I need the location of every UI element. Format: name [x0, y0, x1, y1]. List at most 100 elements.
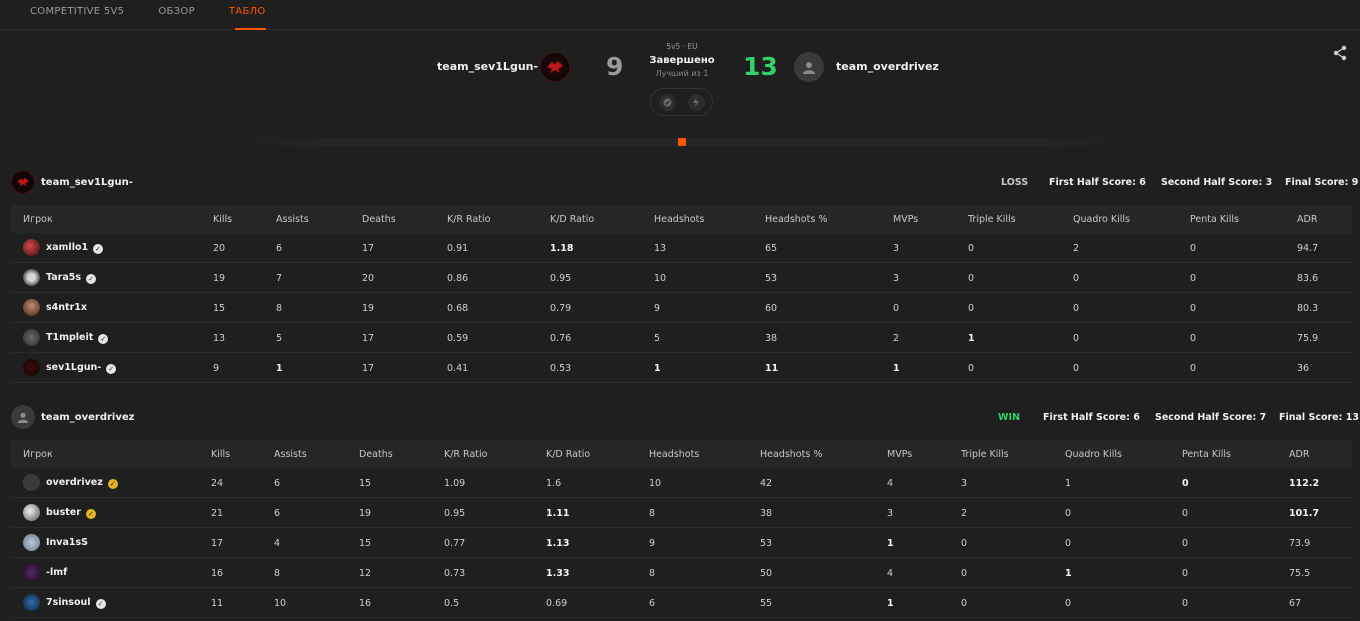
stat-cell: 4 [887, 478, 894, 489]
stat-cell: 0.5 [444, 598, 460, 609]
score-right: 13 [743, 52, 778, 81]
col-hs-pct[interactable]: Headshots % [760, 449, 823, 460]
col-quadro[interactable]: Quadro Kills [1073, 214, 1130, 225]
match-status: Завершено [649, 55, 715, 66]
stat-cell: 75.9 [1297, 333, 1319, 344]
col-mvps[interactable]: MVPs [893, 214, 919, 225]
col-penta[interactable]: Penta Kills [1182, 449, 1231, 460]
stat-cell: 0 [1182, 538, 1189, 549]
player-name[interactable]: T1mpleit ✓ [46, 332, 109, 344]
stat-cell: 2 [1073, 243, 1080, 254]
table-row: overdrivez ✓ 24 6 15 1.09 1.6 10 42 4 3 1 0 112.2 [11, 468, 1352, 498]
stat-cell: 0.41 [447, 363, 469, 374]
verified-badge-icon: ✓ [93, 244, 104, 254]
player-avatar[interactable] [23, 594, 40, 611]
stat-cell: 16 [211, 568, 224, 579]
player-avatar[interactable] [23, 239, 40, 256]
stat-cell: 101.7 [1289, 508, 1320, 519]
col-mvps[interactable]: MVPs [887, 449, 913, 460]
stat-cell: 7 [276, 273, 283, 284]
col-player[interactable]: Игрок [23, 449, 53, 460]
player-avatar[interactable] [23, 299, 40, 316]
stat-cell: 15 [359, 538, 372, 549]
col-kr[interactable]: K/R Ratio [447, 214, 491, 225]
col-adr[interactable]: ADR [1289, 449, 1310, 460]
score-left: 9 [606, 52, 624, 81]
stat-cell: 8 [649, 568, 656, 579]
table-row: -lmf 16 8 12 0.73 1.33 8 50 4 0 1 0 75.5 [11, 558, 1352, 588]
col-assists[interactable]: Assists [276, 214, 309, 225]
col-deaths[interactable]: Deaths [362, 214, 396, 225]
col-kd[interactable]: K/D Ratio [550, 214, 595, 225]
table-row: s4ntr1x 15 8 19 0.68 0.79 9 60 0 0 0 0 80.3 [11, 293, 1352, 323]
stat-cell: 1 [887, 538, 894, 549]
col-assists[interactable]: Assists [274, 449, 307, 460]
table-row: 7sinsoul ✓ 11 10 16 0.5 0.69 6 55 1 0 0 0 67 [11, 588, 1352, 618]
stat-cell: 0 [1065, 508, 1072, 519]
player-name[interactable]: Inva1sS [46, 537, 88, 548]
lightning-icon[interactable] [687, 93, 705, 111]
player-avatar[interactable] [23, 474, 40, 491]
player-name-text: s4ntr1x [46, 302, 87, 313]
stat-cell: 0.69 [546, 598, 568, 609]
col-deaths[interactable]: Deaths [359, 449, 393, 460]
tab-overview[interactable]: ОБЗОР [158, 5, 195, 17]
stat-cell: 0 [1182, 598, 1189, 609]
stat-cell: 1 [1065, 568, 1072, 579]
col-triple[interactable]: Triple Kills [961, 449, 1009, 460]
stat-cell: 0.95 [550, 273, 572, 284]
stat-cell: 1 [1065, 478, 1072, 489]
first-half-score: First Half Score: 6 [1043, 412, 1140, 423]
col-triple[interactable]: Triple Kills [968, 214, 1016, 225]
check-shield-icon[interactable] [658, 93, 676, 111]
col-player[interactable]: Игрок [23, 214, 53, 225]
col-kills[interactable]: Kills [213, 214, 233, 225]
tab-competitive[interactable]: COMPETITIVE 5V5 [30, 5, 125, 17]
stat-cell: 17 [362, 243, 375, 254]
table-row: T1mpleit ✓ 13 5 17 0.59 0.76 5 38 2 1 0 0 75.9 [11, 323, 1352, 353]
stat-cell: 3 [893, 273, 900, 284]
team-left-name[interactable]: team_sev1Lgun- [437, 60, 539, 73]
timeline-marker[interactable] [678, 138, 686, 146]
table-row: sev1Lgun- ✓ 9 1 17 0.41 0.53 1 11 1 0 0 0 36 [11, 353, 1352, 383]
col-hs[interactable]: Headshots [654, 214, 705, 225]
team-right-name[interactable]: team_overdrivez [836, 60, 939, 73]
player-name[interactable]: buster ✓ [46, 507, 96, 519]
player-name[interactable]: s4ntr1x [46, 302, 87, 313]
player-avatar[interactable] [23, 504, 40, 521]
player-name[interactable]: sev1Lgun- ✓ [46, 362, 117, 374]
col-penta[interactable]: Penta Kills [1190, 214, 1239, 225]
stat-cell: 24 [211, 478, 224, 489]
team-name[interactable]: team_sev1Lgun- [41, 177, 133, 188]
col-hs-pct[interactable]: Headshots % [765, 214, 828, 225]
stat-cell: 1 [654, 363, 661, 374]
stat-cell: 19 [213, 273, 226, 284]
col-quadro[interactable]: Quadro Kills [1065, 449, 1122, 460]
team-name[interactable]: team_overdrivez [41, 412, 135, 423]
col-kd[interactable]: K/D Ratio [546, 449, 591, 460]
player-avatar[interactable] [23, 359, 40, 376]
player-avatar[interactable] [23, 269, 40, 286]
stat-cell: 0 [968, 273, 975, 284]
col-kr[interactable]: K/R Ratio [444, 449, 488, 460]
stat-cell: 8 [649, 508, 656, 519]
player-avatar[interactable] [23, 329, 40, 346]
stat-cell: 1.13 [546, 538, 570, 549]
team-left-logo[interactable] [540, 52, 570, 82]
player-name[interactable]: overdrivez ✓ [46, 477, 118, 489]
player-name[interactable]: xamllo1 ✓ [46, 242, 104, 254]
tab-scoreboard[interactable]: ТАБЛО [229, 0, 266, 30]
player-name[interactable]: Tara5s ✓ [46, 272, 97, 284]
player-name[interactable]: 7sinsoul ✓ [46, 597, 106, 609]
stat-cell: 0 [893, 303, 900, 314]
share-icon[interactable] [1332, 45, 1348, 61]
col-adr[interactable]: ADR [1297, 214, 1318, 225]
player-avatar[interactable] [23, 534, 40, 551]
stat-cell: 0 [1182, 508, 1189, 519]
col-hs[interactable]: Headshots [649, 449, 700, 460]
col-kills[interactable]: Kills [211, 449, 231, 460]
player-avatar[interactable] [23, 564, 40, 581]
team-right-logo[interactable] [794, 52, 824, 82]
player-name[interactable]: -lmf [46, 567, 67, 578]
match-best-of: Лучший из 1 [655, 69, 709, 78]
